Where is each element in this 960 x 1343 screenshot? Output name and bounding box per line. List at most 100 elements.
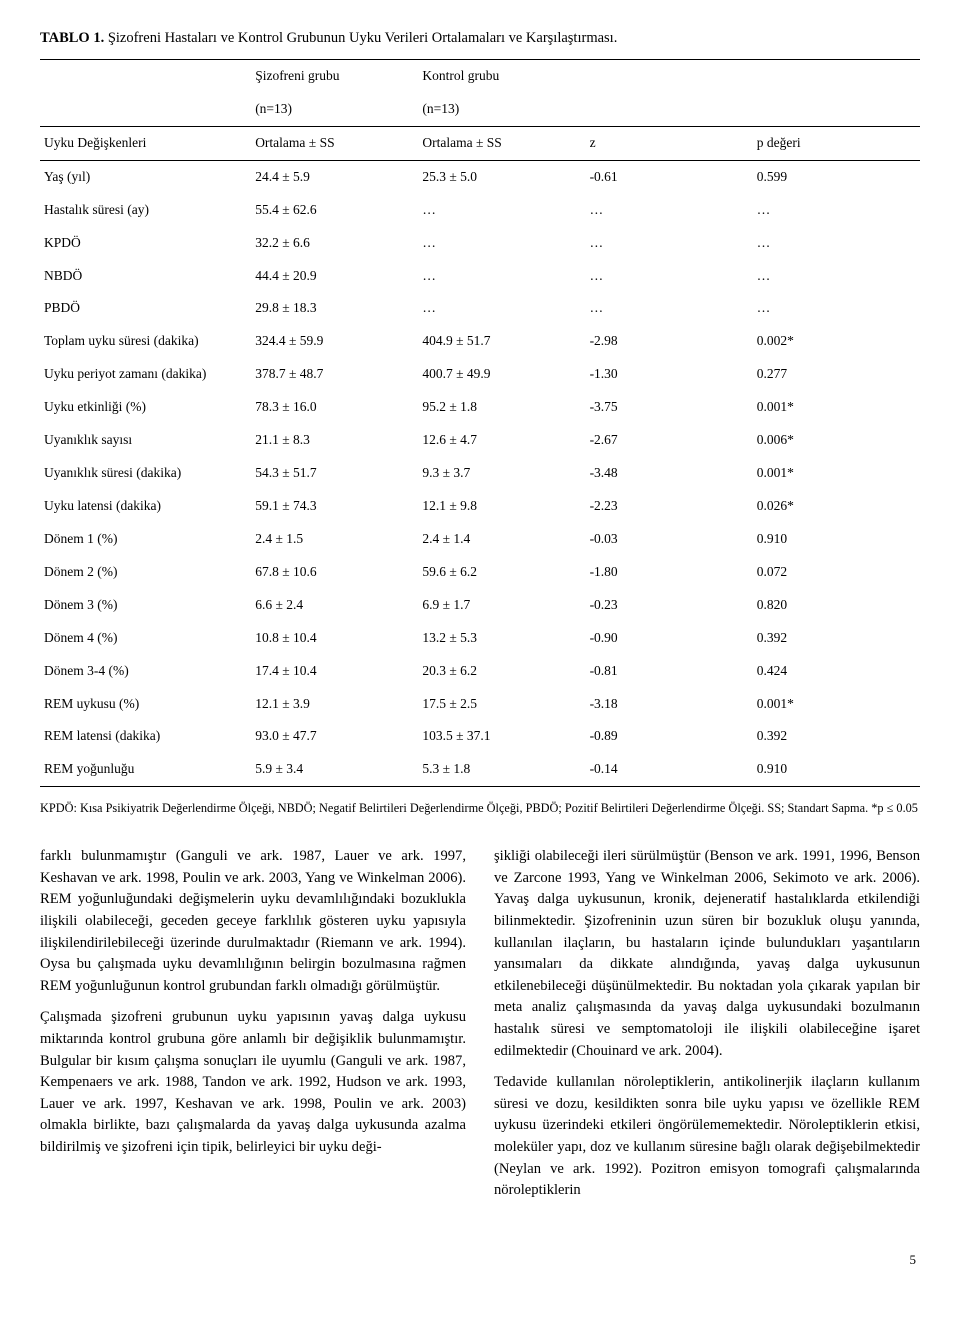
cell-label: Hastalık süresi (ay)	[40, 194, 251, 227]
body-paragraph: Tedavide kullanılan nöroleptiklerin, ant…	[494, 1072, 920, 1202]
col-head-p: p değeri	[753, 126, 920, 160]
table-row: REM uykusu (%)12.1 ± 3.917.5 ± 2.5-3.180…	[40, 688, 920, 721]
table-row: Yaş (yıl)24.4 ± 5.925.3 ± 5.0-0.610.599	[40, 160, 920, 193]
cell-b: …	[418, 227, 585, 260]
cell-b: 20.3 ± 6.2	[418, 655, 585, 688]
body-paragraph: Çalışmada şizofreni grubunun uyku yapısı…	[40, 1007, 466, 1158]
cell-label: REM latensi (dakika)	[40, 720, 251, 753]
table-row: Dönem 3-4 (%)17.4 ± 10.420.3 ± 6.2-0.810…	[40, 655, 920, 688]
cell-p: …	[753, 227, 920, 260]
cell-label: Uyanıklık süresi (dakika)	[40, 457, 251, 490]
cell-p: …	[753, 194, 920, 227]
cell-p: 0.001*	[753, 688, 920, 721]
cell-z: -2.67	[586, 424, 753, 457]
cell-p: 0.026*	[753, 490, 920, 523]
cell-label: Dönem 2 (%)	[40, 556, 251, 589]
cell-z: …	[586, 292, 753, 325]
table-row: REM yoğunluğu5.9 ± 3.45.3 ± 1.8-0.140.91…	[40, 753, 920, 786]
cell-label: KPDÖ	[40, 227, 251, 260]
table-row: NBDÖ44.4 ± 20.9………	[40, 260, 920, 293]
cell-z: -3.48	[586, 457, 753, 490]
cell-z: …	[586, 194, 753, 227]
cell-label: Uyku latensi (dakika)	[40, 490, 251, 523]
cell-b: 25.3 ± 5.0	[418, 160, 585, 193]
table-number: TABLO 1.	[40, 30, 104, 46]
cell-a: 59.1 ± 74.3	[251, 490, 418, 523]
cell-label: Uyku etkinliği (%)	[40, 391, 251, 424]
cell-z: -1.80	[586, 556, 753, 589]
table-row: Toplam uyku süresi (dakika)324.4 ± 59.94…	[40, 325, 920, 358]
cell-a: 32.2 ± 6.6	[251, 227, 418, 260]
right-column: şikliği olabileceği ileri sürülmüştür (B…	[494, 846, 920, 1212]
cell-b: 400.7 ± 49.9	[418, 358, 585, 391]
data-table: Şizofreni grubu Kontrol grubu (n=13) (n=…	[40, 59, 920, 787]
cell-b: 17.5 ± 2.5	[418, 688, 585, 721]
cell-p: 0.599	[753, 160, 920, 193]
cell-a: 2.4 ± 1.5	[251, 523, 418, 556]
table-row: PBDÖ29.8 ± 18.3………	[40, 292, 920, 325]
cell-a: 21.1 ± 8.3	[251, 424, 418, 457]
cell-b: 12.1 ± 9.8	[418, 490, 585, 523]
cell-b: 2.4 ± 1.4	[418, 523, 585, 556]
cell-b: …	[418, 292, 585, 325]
cell-a: 324.4 ± 59.9	[251, 325, 418, 358]
cell-a: 54.3 ± 51.7	[251, 457, 418, 490]
cell-label: Dönem 1 (%)	[40, 523, 251, 556]
cell-z: -0.90	[586, 622, 753, 655]
cell-b: 13.2 ± 5.3	[418, 622, 585, 655]
cell-z: -3.75	[586, 391, 753, 424]
cell-a: 24.4 ± 5.9	[251, 160, 418, 193]
cell-label: Toplam uyku süresi (dakika)	[40, 325, 251, 358]
cell-b: 6.9 ± 1.7	[418, 589, 585, 622]
table-caption: TABLO 1. Şizofreni Hastaları ve Kontrol …	[40, 30, 920, 47]
cell-z: -2.23	[586, 490, 753, 523]
table-caption-text: Şizofreni Hastaları ve Kontrol Grubunun …	[108, 30, 618, 46]
cell-p: 0.392	[753, 720, 920, 753]
cell-b: 59.6 ± 6.2	[418, 556, 585, 589]
cell-p: 0.072	[753, 556, 920, 589]
cell-p: 0.001*	[753, 391, 920, 424]
cell-z: -2.98	[586, 325, 753, 358]
cell-label: Dönem 4 (%)	[40, 622, 251, 655]
cell-label: Dönem 3-4 (%)	[40, 655, 251, 688]
cell-a: 93.0 ± 47.7	[251, 720, 418, 753]
cell-p: 0.392	[753, 622, 920, 655]
cell-label: PBDÖ	[40, 292, 251, 325]
group-a-name: Şizofreni grubu	[251, 60, 418, 93]
group-b-n: (n=13)	[418, 93, 585, 126]
cell-p: …	[753, 260, 920, 293]
cell-a: 55.4 ± 62.6	[251, 194, 418, 227]
cell-a: 10.8 ± 10.4	[251, 622, 418, 655]
cell-a: 12.1 ± 3.9	[251, 688, 418, 721]
cell-label: Dönem 3 (%)	[40, 589, 251, 622]
table-row: Dönem 1 (%)2.4 ± 1.52.4 ± 1.4-0.030.910	[40, 523, 920, 556]
cell-z: -3.18	[586, 688, 753, 721]
cell-a: 378.7 ± 48.7	[251, 358, 418, 391]
group-b-name: Kontrol grubu	[418, 60, 585, 93]
cell-z: -0.14	[586, 753, 753, 786]
cell-label: Yaş (yıl)	[40, 160, 251, 193]
cell-label: REM uykusu (%)	[40, 688, 251, 721]
col-head-z: z	[586, 126, 753, 160]
cell-label: REM yoğunluğu	[40, 753, 251, 786]
cell-p: 0.910	[753, 523, 920, 556]
cell-z: -0.81	[586, 655, 753, 688]
cell-a: 5.9 ± 3.4	[251, 753, 418, 786]
cell-p: 0.820	[753, 589, 920, 622]
cell-b: …	[418, 194, 585, 227]
cell-a: 44.4 ± 20.9	[251, 260, 418, 293]
cell-b: 103.5 ± 37.1	[418, 720, 585, 753]
cell-a: 17.4 ± 10.4	[251, 655, 418, 688]
table-row: Hastalık süresi (ay)55.4 ± 62.6………	[40, 194, 920, 227]
cell-p: 0.424	[753, 655, 920, 688]
table-row: Uyanıklık sayısı21.1 ± 8.312.6 ± 4.7-2.6…	[40, 424, 920, 457]
table-row: KPDÖ32.2 ± 6.6………	[40, 227, 920, 260]
cell-b: 404.9 ± 51.7	[418, 325, 585, 358]
col-head-b: Ortalama ± SS	[418, 126, 585, 160]
cell-a: 78.3 ± 16.0	[251, 391, 418, 424]
cell-label: Uyanıklık sayısı	[40, 424, 251, 457]
col-head-a: Ortalama ± SS	[251, 126, 418, 160]
left-column: farklı bulunmamıştır (Ganguli ve ark. 19…	[40, 846, 466, 1212]
cell-p: 0.001*	[753, 457, 920, 490]
body-paragraph: şikliği olabileceği ileri sürülmüştür (B…	[494, 846, 920, 1062]
